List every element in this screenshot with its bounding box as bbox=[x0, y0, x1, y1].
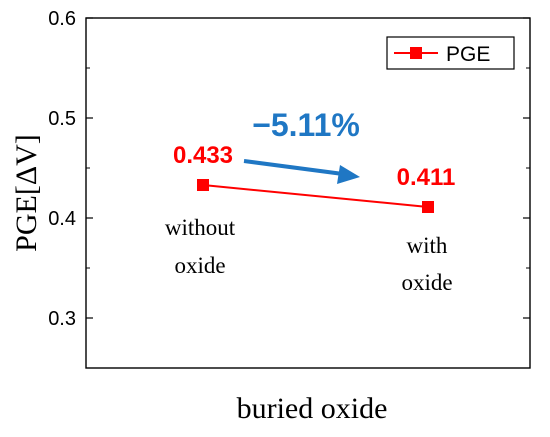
category-label: oxide bbox=[401, 270, 452, 295]
y-tick-label: 0.3 bbox=[48, 308, 76, 330]
y-tick-label: 0.6 bbox=[48, 8, 76, 30]
category-label: without bbox=[165, 215, 236, 240]
data-label: 0.433 bbox=[173, 142, 233, 169]
data-point-marker bbox=[422, 201, 434, 213]
category-label: oxide bbox=[174, 253, 225, 278]
legend-marker bbox=[410, 47, 422, 59]
x-axis-label: buried oxide bbox=[237, 392, 388, 425]
y-axis-label: PGE[ΔV] bbox=[10, 134, 43, 252]
legend-label: PGE bbox=[446, 43, 490, 66]
category-label: with bbox=[407, 233, 448, 258]
change-arrow-shaft bbox=[243, 159, 344, 176]
data-point-marker bbox=[197, 179, 209, 191]
percent-change-label: −5.11% bbox=[252, 107, 360, 143]
data-label: 0.411 bbox=[397, 164, 456, 191]
series-line bbox=[202, 184, 429, 208]
y-tick-label: 0.5 bbox=[48, 108, 76, 130]
change-arrow-head bbox=[337, 165, 360, 184]
y-tick-label: 0.4 bbox=[48, 208, 76, 230]
plot-frame bbox=[85, 17, 531, 369]
